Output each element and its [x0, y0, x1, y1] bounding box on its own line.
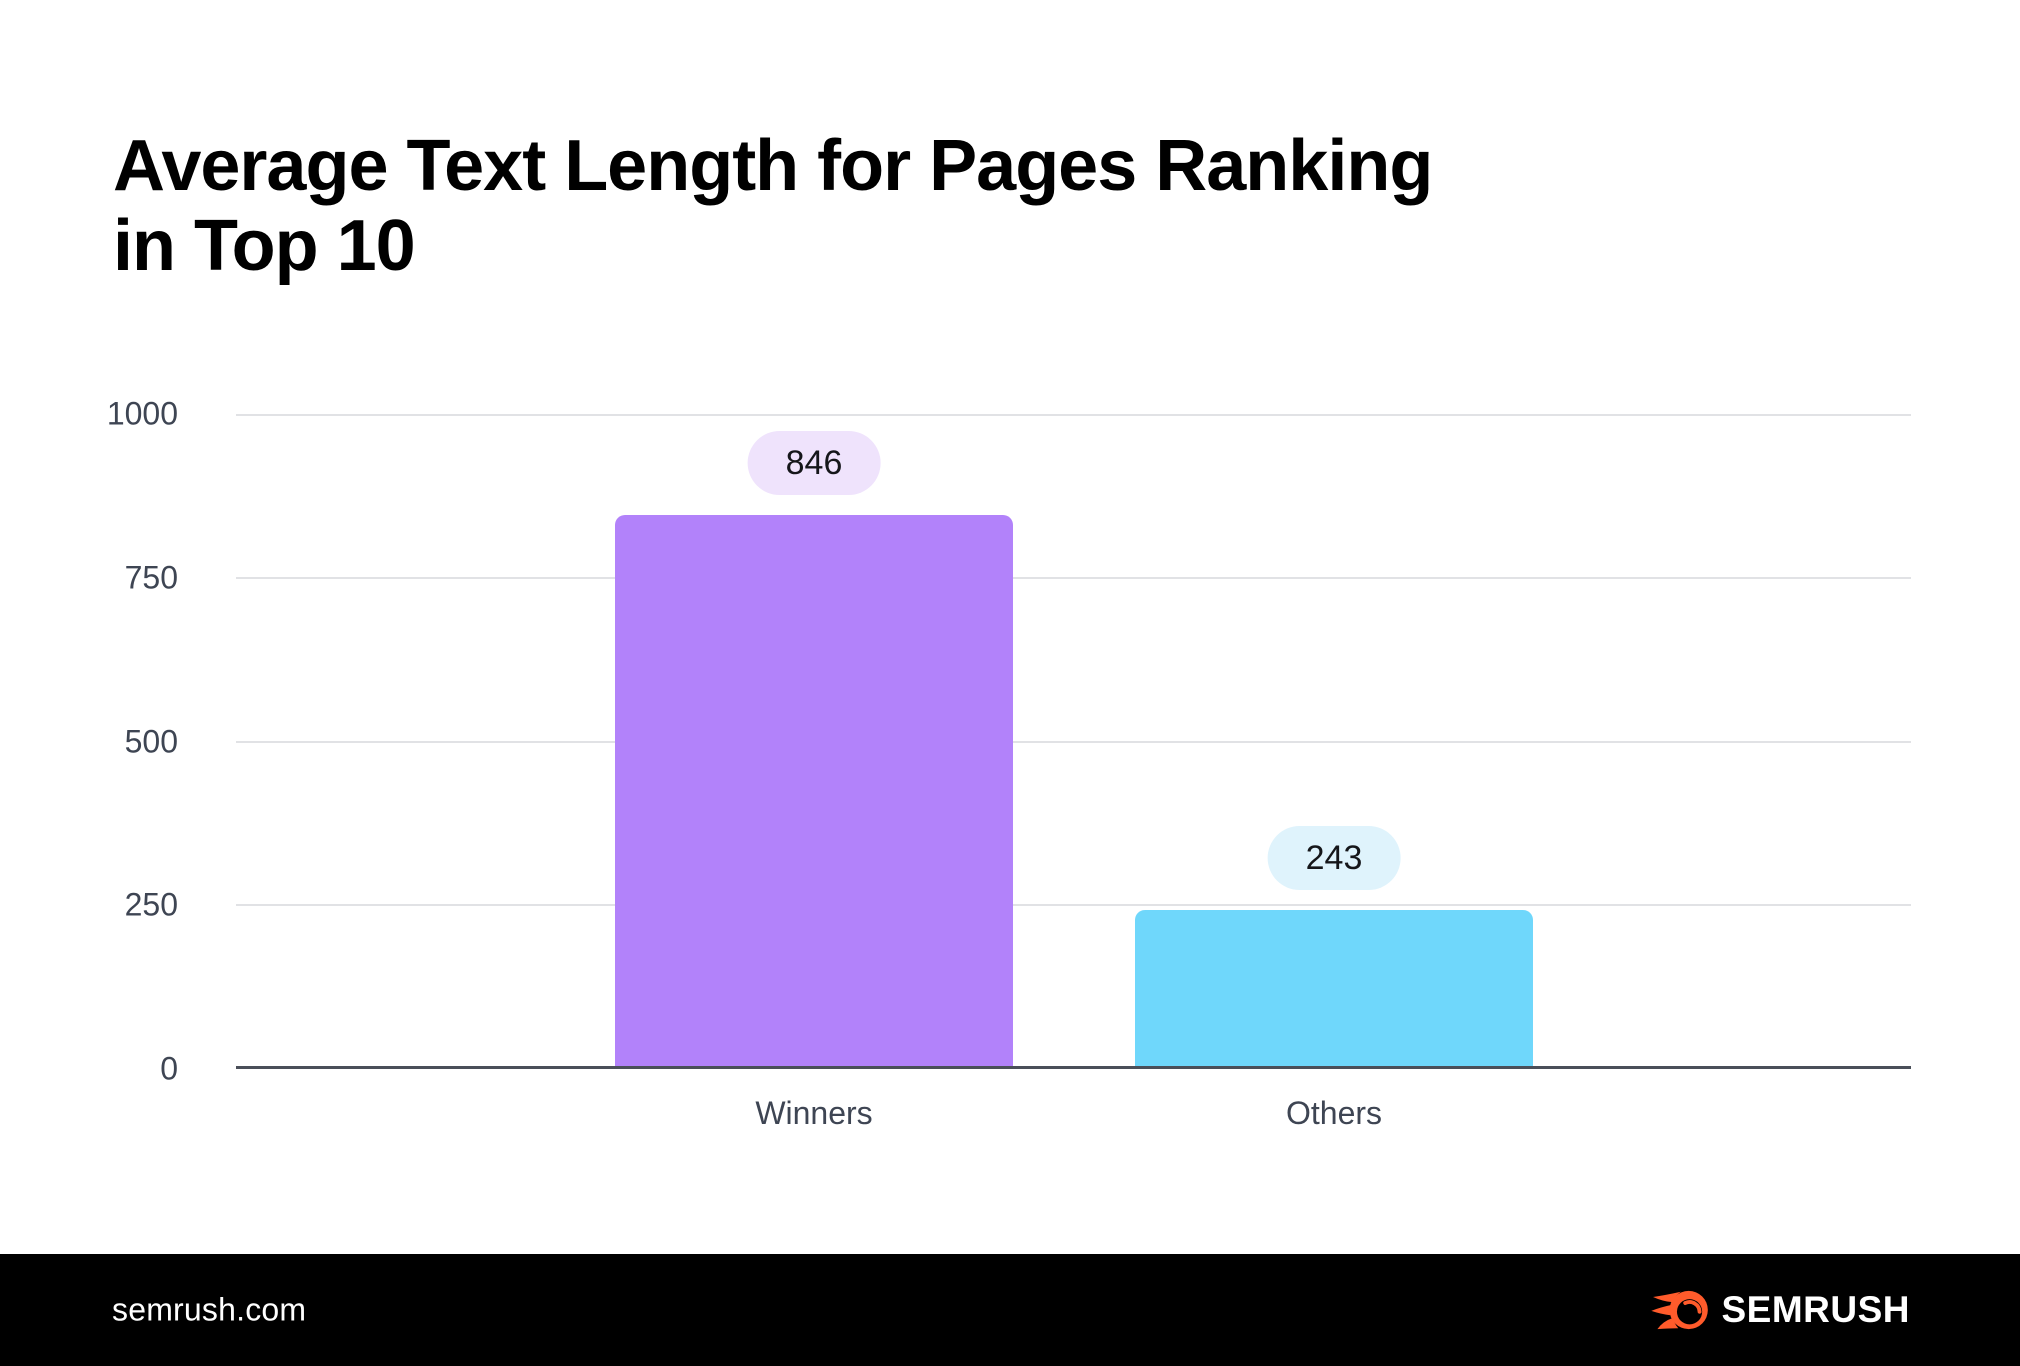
bar-winners — [615, 515, 1013, 1069]
bar-group-others: 243 Others — [1135, 414, 1533, 1131]
x-axis-label-others: Others — [1285, 1095, 1383, 1131]
bar-group-winners: 846 Winners — [615, 414, 1013, 1131]
footer-bar: semrush.com SEMRUSH — [0, 1254, 2020, 1366]
y-axis-tick-label: 750 — [124, 559, 178, 596]
semrush-flame-icon — [1651, 1290, 1709, 1330]
semrush-wordmark: SEMRUSH — [1721, 1289, 1910, 1330]
chart-title-line-1: Average Text Length for Pages Ranking — [113, 126, 1433, 207]
y-axis-tick-label: 250 — [124, 886, 178, 923]
gridline-500 — [236, 741, 1911, 743]
value-badge-winners: 846 — [747, 431, 881, 495]
bar-others — [1135, 910, 1533, 1069]
y-axis-tick-label: 1000 — [106, 395, 178, 432]
gridline-1000 — [236, 414, 1911, 416]
x-axis-baseline — [236, 1066, 1911, 1069]
y-axis-tick-label: 500 — [124, 723, 178, 760]
gridline-250 — [236, 904, 1911, 906]
value-badge-others: 243 — [1267, 826, 1401, 890]
plot-area: 846 Winners 243 Others — [236, 414, 1911, 1131]
y-axis-tick-label: 0 — [160, 1050, 178, 1087]
chart-title-line-2: in Top 10 — [113, 206, 416, 287]
chart-title: Average Text Length for Pages Ranking in… — [113, 126, 1813, 286]
semrush-logo: SEMRUSH — [1651, 1289, 1910, 1331]
x-axis-label-winners: Winners — [755, 1095, 873, 1131]
gridline-750 — [236, 577, 1911, 579]
footer-site-url: semrush.com — [112, 1291, 307, 1328]
y-axis: 1000 750 500 250 0 — [0, 396, 178, 1087]
